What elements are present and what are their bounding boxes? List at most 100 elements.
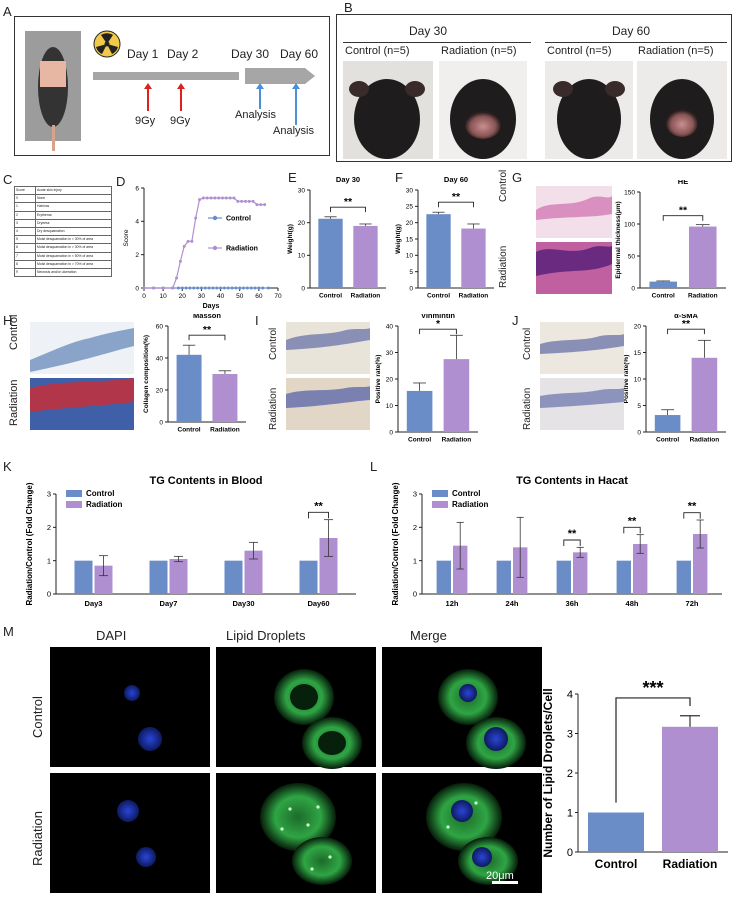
panel-letter-b: B	[344, 0, 353, 15]
chart-i: Vinmintin 0 10 20 30 40 Control Radiation * Posit…	[375, 314, 478, 444]
x-tick-label: Day30	[232, 599, 254, 608]
significance-bracket	[330, 206, 366, 213]
bar-radiation	[461, 228, 486, 288]
table-cell-score: 6	[14, 243, 36, 253]
shaved-area	[40, 61, 66, 87]
legend-label: Radiation	[452, 500, 489, 509]
panel-letter-h: H	[3, 313, 13, 328]
y-tick-label: 10	[634, 376, 642, 383]
x-tick-label: Control	[178, 427, 201, 434]
y-tick-label: 20	[406, 220, 414, 227]
panel-b-frame: Day 30 Day 60 Control (n=5) Radiation (n…	[336, 14, 732, 162]
mouse-tail	[52, 125, 55, 151]
legend-label: Control	[226, 216, 251, 223]
table-cell-injury: Moist desquamation in < 50% of area	[35, 251, 112, 261]
y-tick-label: 0	[637, 429, 641, 436]
y-axis-label: Score	[123, 229, 130, 246]
chart-k: TG Contents in Blood 0 1 2 3 Day3 Day7 Day30 Day…	[25, 475, 356, 608]
data-point	[190, 239, 194, 243]
data-point	[199, 286, 203, 290]
table-header: Score Acute skin injury	[14, 185, 112, 196]
bar-control-day60	[299, 560, 318, 594]
panel-b-day60: Day 60	[612, 24, 651, 38]
x-tick-label: Radiation	[210, 427, 240, 434]
x-tick-label: Radiation	[442, 437, 472, 444]
table-cell-injury: Necrosis and/or ulceration	[35, 267, 112, 278]
bar-control-12h	[436, 560, 451, 594]
data-point	[224, 196, 228, 200]
y-tick-label: 0	[389, 429, 393, 436]
panel-b-group-2: Radiation (n=5)	[441, 45, 517, 57]
panel-b-group-3: Control (n=5)	[547, 45, 612, 57]
table-cell-injury: None	[35, 194, 112, 204]
x-tick-label: Day3	[85, 599, 103, 608]
x-tick-label: Radiation	[663, 857, 718, 871]
m-col-merge: Merge	[410, 628, 447, 643]
chart-title: HE	[678, 180, 688, 186]
y-tick-label: 4	[567, 689, 573, 701]
table-row: 1 Hairloss	[14, 202, 112, 212]
significance-label: **	[452, 191, 461, 203]
table-cell-score: 3	[14, 218, 36, 228]
panel-letter-c: C	[3, 172, 13, 187]
y-axis-label: Positive rate(%)	[375, 355, 382, 404]
y-tick-label: 15	[406, 236, 414, 243]
bar-control	[649, 281, 677, 288]
panel-letter-d: D	[116, 174, 126, 189]
bar-radiation-day3	[94, 565, 113, 594]
data-point	[240, 199, 244, 203]
y-tick-label: 30	[386, 350, 394, 357]
bar-control	[426, 214, 451, 288]
legend-label: Control	[86, 489, 114, 498]
histology-h	[30, 322, 134, 430]
data-point	[213, 196, 217, 200]
x-tick-label: 72h	[686, 599, 699, 608]
m-col-dapi: DAPI	[96, 628, 127, 643]
significance-bracket	[662, 215, 704, 221]
y-tick-label: 2	[567, 768, 573, 780]
table-row: 5 Moist desquamation in < 30% of area	[14, 235, 112, 245]
data-point	[175, 276, 179, 280]
data-point	[232, 196, 236, 200]
y-tick-label: 0	[159, 419, 163, 426]
bar-control-day30	[224, 560, 243, 594]
timeline-day60: Day 60	[280, 47, 319, 61]
bar-control	[176, 354, 202, 422]
h-label-radiation: Radiation	[8, 379, 20, 426]
chart-title: α-SMA	[674, 314, 698, 320]
table-row: 4 Dry desquamation	[14, 226, 112, 237]
table-cell-score: 7	[14, 251, 36, 261]
data-point	[194, 216, 198, 220]
significance-bracket	[667, 328, 705, 335]
bar-radiation-day7	[169, 559, 188, 594]
g-label-radiation: Radiation	[498, 245, 509, 288]
table-row: 3 Dryness	[14, 218, 112, 228]
panel-letter-m: M	[3, 624, 14, 639]
table-cell-injury: Hairloss	[35, 202, 112, 212]
data-point	[142, 286, 146, 290]
data-point	[211, 286, 215, 290]
y-tick-label: 20	[634, 323, 642, 330]
m-row-radiation: Radiation	[30, 811, 45, 866]
y-axis-label: Radiation/Control (Fold Change)	[25, 482, 34, 605]
y-tick-label: 0	[567, 847, 573, 859]
histology-j	[540, 322, 624, 430]
y-tick-label: 40	[156, 355, 164, 362]
bar-radiation	[443, 359, 470, 432]
significance-label: **	[679, 205, 688, 217]
x-tick-label: 12h	[446, 599, 459, 608]
y-tick-label: 25	[406, 204, 414, 211]
legend-swatch	[66, 490, 82, 497]
bar-radiation-72h	[693, 534, 708, 594]
x-tick-label: Day60	[307, 599, 329, 608]
table-cell-score: 1	[14, 202, 36, 212]
table-row: 9 Necrosis and/or ulceration	[14, 267, 112, 278]
y-axis-label: Number of Lipid Droplets/Cell	[541, 688, 555, 857]
data-point	[253, 286, 257, 290]
y-tick-label: 0	[409, 285, 413, 292]
y-tick-label: 0	[631, 285, 635, 292]
data-point	[188, 286, 192, 290]
bar-control-day3	[74, 560, 93, 594]
y-tick-label: 20	[298, 220, 306, 227]
bar-radiation-48h	[633, 544, 648, 594]
